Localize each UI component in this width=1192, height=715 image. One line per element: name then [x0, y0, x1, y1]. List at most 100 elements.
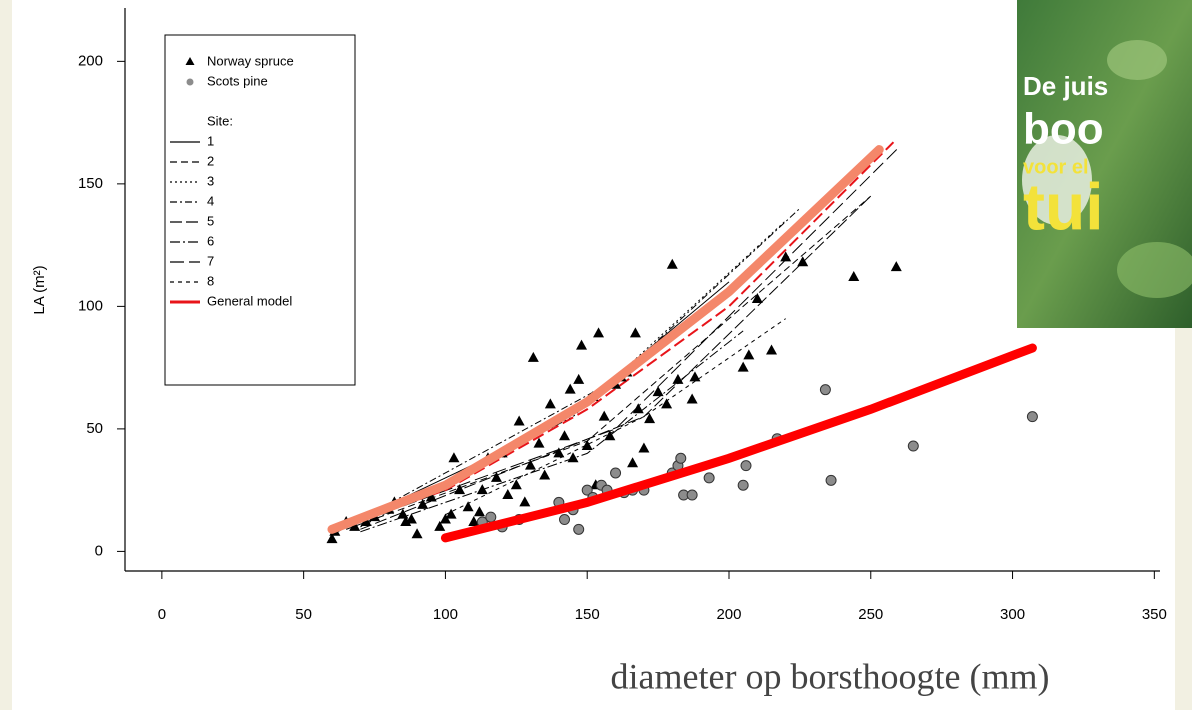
- spruce-point: [510, 479, 522, 490]
- x-tick-label: 200: [716, 606, 741, 623]
- y-tick-label: 0: [95, 542, 103, 559]
- spruce-point: [604, 430, 616, 441]
- legend-label: 7: [207, 253, 214, 268]
- spruce-point: [513, 415, 525, 426]
- spruce-point: [573, 373, 585, 384]
- x-tick-label: 100: [433, 606, 458, 623]
- spruce-point: [454, 484, 466, 495]
- x-axis-label: diameter op borsthoogte (mm): [611, 656, 1050, 696]
- spruce-point: [425, 491, 437, 502]
- cover-flower: [1022, 135, 1092, 225]
- plot: [326, 141, 1038, 544]
- spruce-point: [593, 327, 605, 338]
- legend-label: Scots pine: [207, 73, 268, 88]
- cover-title: voor el: [1023, 156, 1089, 178]
- spruce-point: [397, 508, 409, 519]
- spruce-point: [644, 413, 656, 424]
- legend-label: 5: [207, 213, 214, 228]
- spruce-point: [519, 496, 531, 507]
- y-tick-label: 50: [86, 420, 103, 437]
- pine-point: [703, 472, 715, 484]
- overlay-curve: [327, 145, 884, 534]
- x-tick-label: 150: [575, 606, 600, 623]
- spruce-point: [405, 513, 417, 524]
- spruce-point: [598, 410, 610, 421]
- spruce-point: [581, 440, 593, 451]
- spruce-point: [502, 489, 514, 500]
- site-line: [445, 318, 786, 516]
- spruce-point: [686, 393, 698, 404]
- x-tick-label: 350: [1142, 606, 1167, 623]
- site-line: [331, 141, 895, 531]
- legend: Norway spruce Scots pine Site: 1 2 3 4 5 6 7 8 Gene…: [170, 53, 294, 308]
- spruce-point: [468, 515, 480, 526]
- pine-point: [675, 452, 687, 464]
- legend-box: [164, 34, 356, 386]
- pine-point: [825, 474, 837, 486]
- spruce-point: [473, 506, 485, 517]
- y-tick-label: 150: [78, 175, 103, 192]
- pine-point: [907, 440, 919, 452]
- cover-title: tui: [1023, 169, 1104, 243]
- spruce-point: [476, 484, 488, 495]
- spruce-point: [553, 447, 565, 458]
- legend-marker: [186, 78, 194, 86]
- spruce-point: [629, 327, 641, 338]
- legend-label: Norway spruce: [207, 53, 294, 68]
- spruce-point: [349, 520, 361, 531]
- overlay-curve: [440, 343, 1037, 543]
- spruce-point: [445, 508, 457, 519]
- pine-point: [686, 489, 698, 501]
- legend-marker: [185, 57, 195, 65]
- spruce-point: [559, 430, 571, 441]
- legend-label: 3: [207, 173, 214, 188]
- spruce-point: [737, 361, 749, 372]
- site-line: [360, 330, 744, 533]
- spruce-point: [780, 251, 792, 262]
- spruce-point: [533, 437, 545, 448]
- spruce-point: [539, 469, 551, 480]
- spruce-point: [632, 403, 644, 414]
- spruce-point: [672, 373, 684, 384]
- pine-point: [740, 460, 752, 472]
- spruce-point: [567, 452, 579, 463]
- spruce-point: [448, 452, 460, 463]
- y-tick-label: 100: [78, 297, 103, 314]
- cover-leaf: [1107, 40, 1167, 80]
- pine-point: [737, 479, 749, 491]
- site-line: [331, 146, 900, 533]
- pine-point: [1026, 411, 1038, 423]
- y-tick-label: 200: [78, 52, 103, 69]
- pine-point: [573, 523, 585, 535]
- legend-label: General model: [207, 293, 292, 308]
- spruce-point: [743, 349, 755, 360]
- x-tick-label: 0: [158, 606, 166, 623]
- pine-point: [485, 511, 497, 523]
- spruce-point: [638, 442, 650, 453]
- y-axis-label: LA (m²): [31, 265, 48, 314]
- spruce-point: [360, 515, 372, 526]
- spruce-point: [524, 459, 536, 470]
- legend-label: 8: [207, 273, 214, 288]
- pine-point: [581, 484, 593, 496]
- pine-point: [819, 384, 831, 396]
- spruce-point: [627, 457, 639, 468]
- spruce-point: [890, 261, 902, 272]
- pine-point: [559, 514, 571, 526]
- legend-label: 4: [207, 193, 214, 208]
- spruce-point: [797, 256, 809, 267]
- x-tick-label: 300: [1000, 606, 1025, 623]
- spruce-point: [661, 398, 673, 409]
- legend-label: 1: [207, 133, 214, 148]
- spruce-point: [527, 351, 539, 362]
- spruce-point: [652, 386, 664, 397]
- cover-title: boo: [1023, 105, 1104, 154]
- x-tick-label: 50: [295, 606, 312, 623]
- spruce-point: [751, 293, 763, 304]
- site-line: [360, 195, 872, 530]
- spruce-point: [576, 339, 588, 350]
- x-tick-label: 250: [858, 606, 883, 623]
- spruce-point: [462, 501, 474, 512]
